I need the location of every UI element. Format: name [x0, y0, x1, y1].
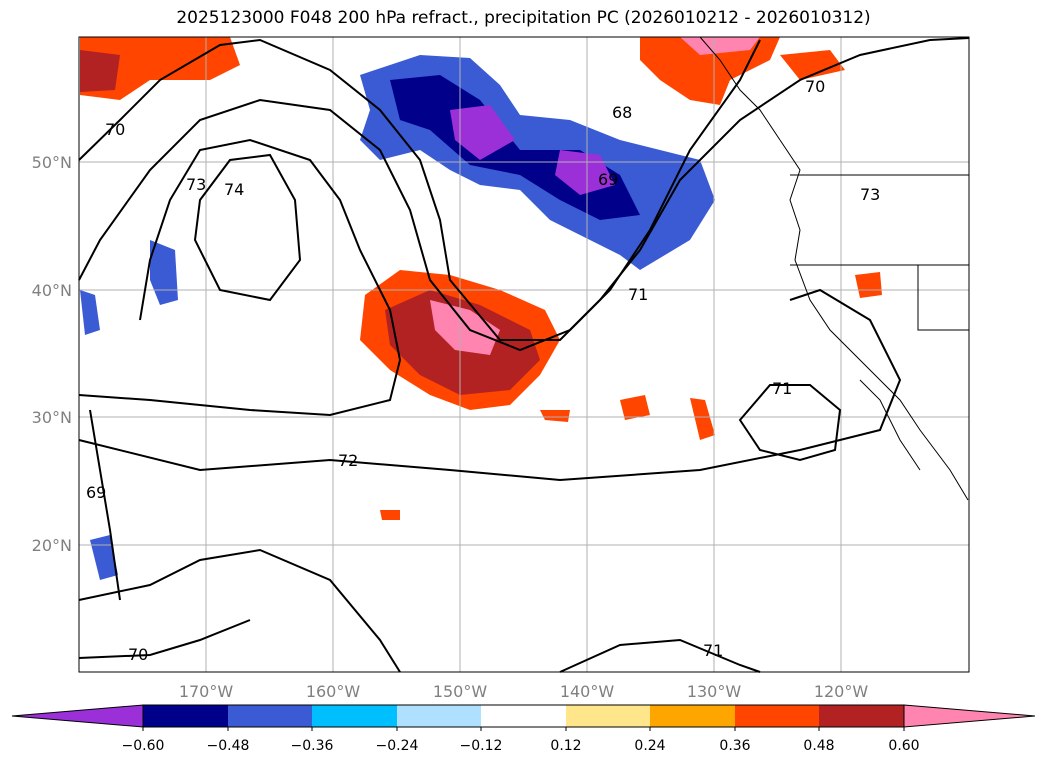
- colorbar-segment: [903, 704, 1036, 728]
- contour-labels: 70 73 74 68 69 71 70 73 71 72 69 70 71: [86, 77, 880, 664]
- contour-label: 70: [128, 645, 148, 664]
- contour-label: 72: [338, 451, 358, 470]
- contour-label: 73: [186, 175, 206, 194]
- lon-labels: 170°W 160°W 150°W 140°W 130°W 120°W: [179, 682, 869, 701]
- colorbar-segment: [11, 704, 144, 728]
- small-blob: [90, 535, 118, 580]
- colorbar-segment: [650, 705, 735, 727]
- colorbar-segment: [143, 705, 228, 727]
- precip-fill-layer: [80, 37, 882, 580]
- small-blob: [690, 398, 715, 440]
- colorbar-tick-label: 0.24: [634, 738, 665, 754]
- contour-line: [738, 384, 842, 462]
- colorbar-border: [142, 704, 905, 728]
- ne-precip-peak: [680, 37, 760, 55]
- contour-line: [78, 138, 402, 417]
- small-blob: [620, 395, 650, 420]
- contour-line: [89, 409, 121, 601]
- colorbar-tick-label: −0.36: [291, 738, 334, 754]
- ne-precip-small: [780, 50, 845, 80]
- colorbar-segment: [819, 705, 904, 727]
- negative-precip-peak-2: [555, 150, 615, 195]
- ne-precip-region: [640, 37, 780, 105]
- lat-label: 30°N: [32, 408, 72, 427]
- nw-precip-core: [80, 50, 120, 92]
- lon-label: 150°W: [433, 682, 488, 701]
- contour-label: 68: [612, 103, 632, 122]
- small-blob: [380, 510, 400, 520]
- contour-label: 73: [860, 185, 880, 204]
- lat-labels: 50°N 40°N 30°N 20°N: [32, 153, 72, 555]
- lat-label: 50°N: [32, 153, 72, 172]
- colorbar-tick-label: 0.12: [550, 738, 581, 754]
- colorbar-tick-label: −0.60: [122, 738, 165, 754]
- lat-label: 40°N: [32, 281, 72, 300]
- contour-label: 74: [224, 180, 244, 199]
- geopotential-contours: [78, 37, 970, 673]
- nw-precip-region: [80, 37, 240, 100]
- colorbar: [11, 704, 1036, 731]
- colorbar-segment: [312, 705, 397, 727]
- colorbar-tick-label: 0.60: [888, 738, 919, 754]
- map-frame: [78, 36, 970, 673]
- contour-label: 71: [628, 285, 648, 304]
- graticule: [79, 37, 969, 672]
- colorbar-tick-label: −0.12: [460, 738, 503, 754]
- contour-label: 70: [805, 77, 825, 96]
- small-blob: [150, 240, 178, 305]
- lon-label: 170°W: [179, 682, 234, 701]
- small-blob: [80, 290, 100, 335]
- contour-label: 71: [703, 641, 723, 660]
- lon-label: 130°W: [687, 682, 742, 701]
- colorbar-tick-label: −0.48: [207, 738, 250, 754]
- colorbar-segment: [481, 705, 566, 727]
- map-title: 2025123000 F048 200 hPa refract., precip…: [176, 8, 871, 28]
- colorbar-segment: [228, 705, 312, 727]
- contour-line: [78, 37, 970, 341]
- negative-precip-peak: [450, 105, 515, 160]
- small-blob: [855, 272, 882, 298]
- contour-line: [78, 39, 761, 352]
- positive-precip-peak: [430, 300, 500, 355]
- contour-line: [559, 638, 761, 673]
- coastlines: [699, 36, 969, 501]
- colorbar-segment: [397, 705, 481, 727]
- lon-label: 120°W: [814, 682, 869, 701]
- contour-label: 69: [598, 170, 618, 189]
- contour-line: [193, 153, 302, 302]
- contour-line: [78, 619, 251, 659]
- contour-label: 71: [772, 379, 792, 398]
- colorbar-tick-label: 0.36: [719, 738, 750, 754]
- contour-line: [78, 548, 401, 673]
- colorbar-tick-label: 0.48: [803, 738, 834, 754]
- colorbar-segment: [566, 705, 650, 727]
- lon-label: 140°W: [560, 682, 615, 701]
- contour-label: 70: [105, 120, 125, 139]
- colorbar-segment: [735, 705, 819, 727]
- contour-line: [78, 288, 902, 482]
- colorbar-ticks: −0.60 −0.48 −0.36 −0.24 −0.12 0.12 0.24 …: [122, 738, 920, 754]
- colorbar-tick-label: −0.24: [376, 738, 419, 754]
- lat-label: 20°N: [32, 536, 72, 555]
- contour-label: 69: [86, 483, 106, 502]
- small-blob: [540, 410, 570, 422]
- lon-label: 160°W: [306, 682, 361, 701]
